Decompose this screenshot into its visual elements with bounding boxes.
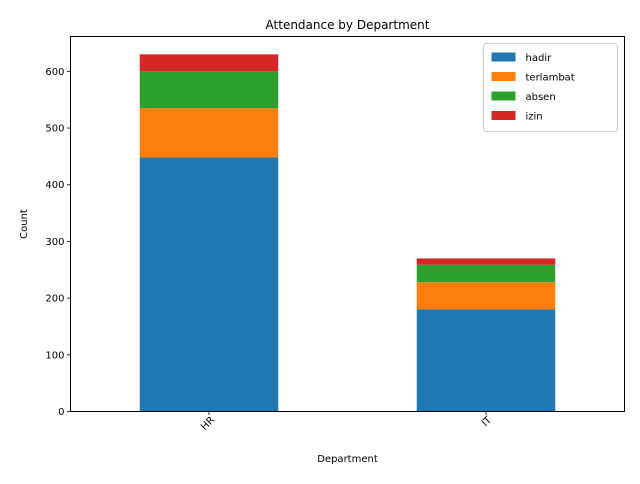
plot-area xyxy=(139,54,556,412)
y-tick-label: 600 xyxy=(45,67,64,78)
legend-label-absen: absen xyxy=(526,92,556,103)
y-tick-label: 200 xyxy=(45,294,64,305)
bar-terlambat-hr xyxy=(139,108,279,158)
x-tick-label-it: IT xyxy=(480,414,495,429)
legend-swatch-izin xyxy=(491,111,516,120)
legend-swatch-hadir xyxy=(491,52,516,62)
legend-label-terlambat: terlambat xyxy=(526,73,575,84)
bar-hadir-hr xyxy=(139,157,279,412)
bar-absen-it xyxy=(416,264,556,283)
y-tick-label: 300 xyxy=(45,237,64,248)
legend-label-hadir: hadir xyxy=(526,53,553,64)
bar-terlambat-it xyxy=(416,282,556,310)
bar-hadir-it xyxy=(416,309,556,412)
y-tick-label: 500 xyxy=(45,124,64,135)
chart-title: Attendance by Department xyxy=(266,18,430,32)
legend-label-izin: izin xyxy=(526,112,543,123)
y-axis: 0 100 200 300 400 500 600 xyxy=(45,67,71,418)
bar-izin-hr xyxy=(139,54,279,72)
bar-izin-it xyxy=(416,258,556,265)
legend-box xyxy=(483,43,618,132)
x-axis-label: Department xyxy=(317,454,378,465)
legend-swatch-terlambat xyxy=(491,72,516,81)
bar-absen-hr xyxy=(139,71,279,109)
legend: hadir terlambat absen izin xyxy=(483,43,618,132)
y-axis-label: Count xyxy=(19,209,30,239)
y-tick-label: 400 xyxy=(45,180,64,191)
y-tick-label: 100 xyxy=(45,350,64,361)
y-tick-label: 0 xyxy=(58,407,64,418)
legend-swatch-absen xyxy=(491,91,516,101)
plot-frame xyxy=(70,36,625,412)
x-tick-label-hr: HR xyxy=(199,415,217,433)
x-axis: HR IT xyxy=(199,411,495,433)
